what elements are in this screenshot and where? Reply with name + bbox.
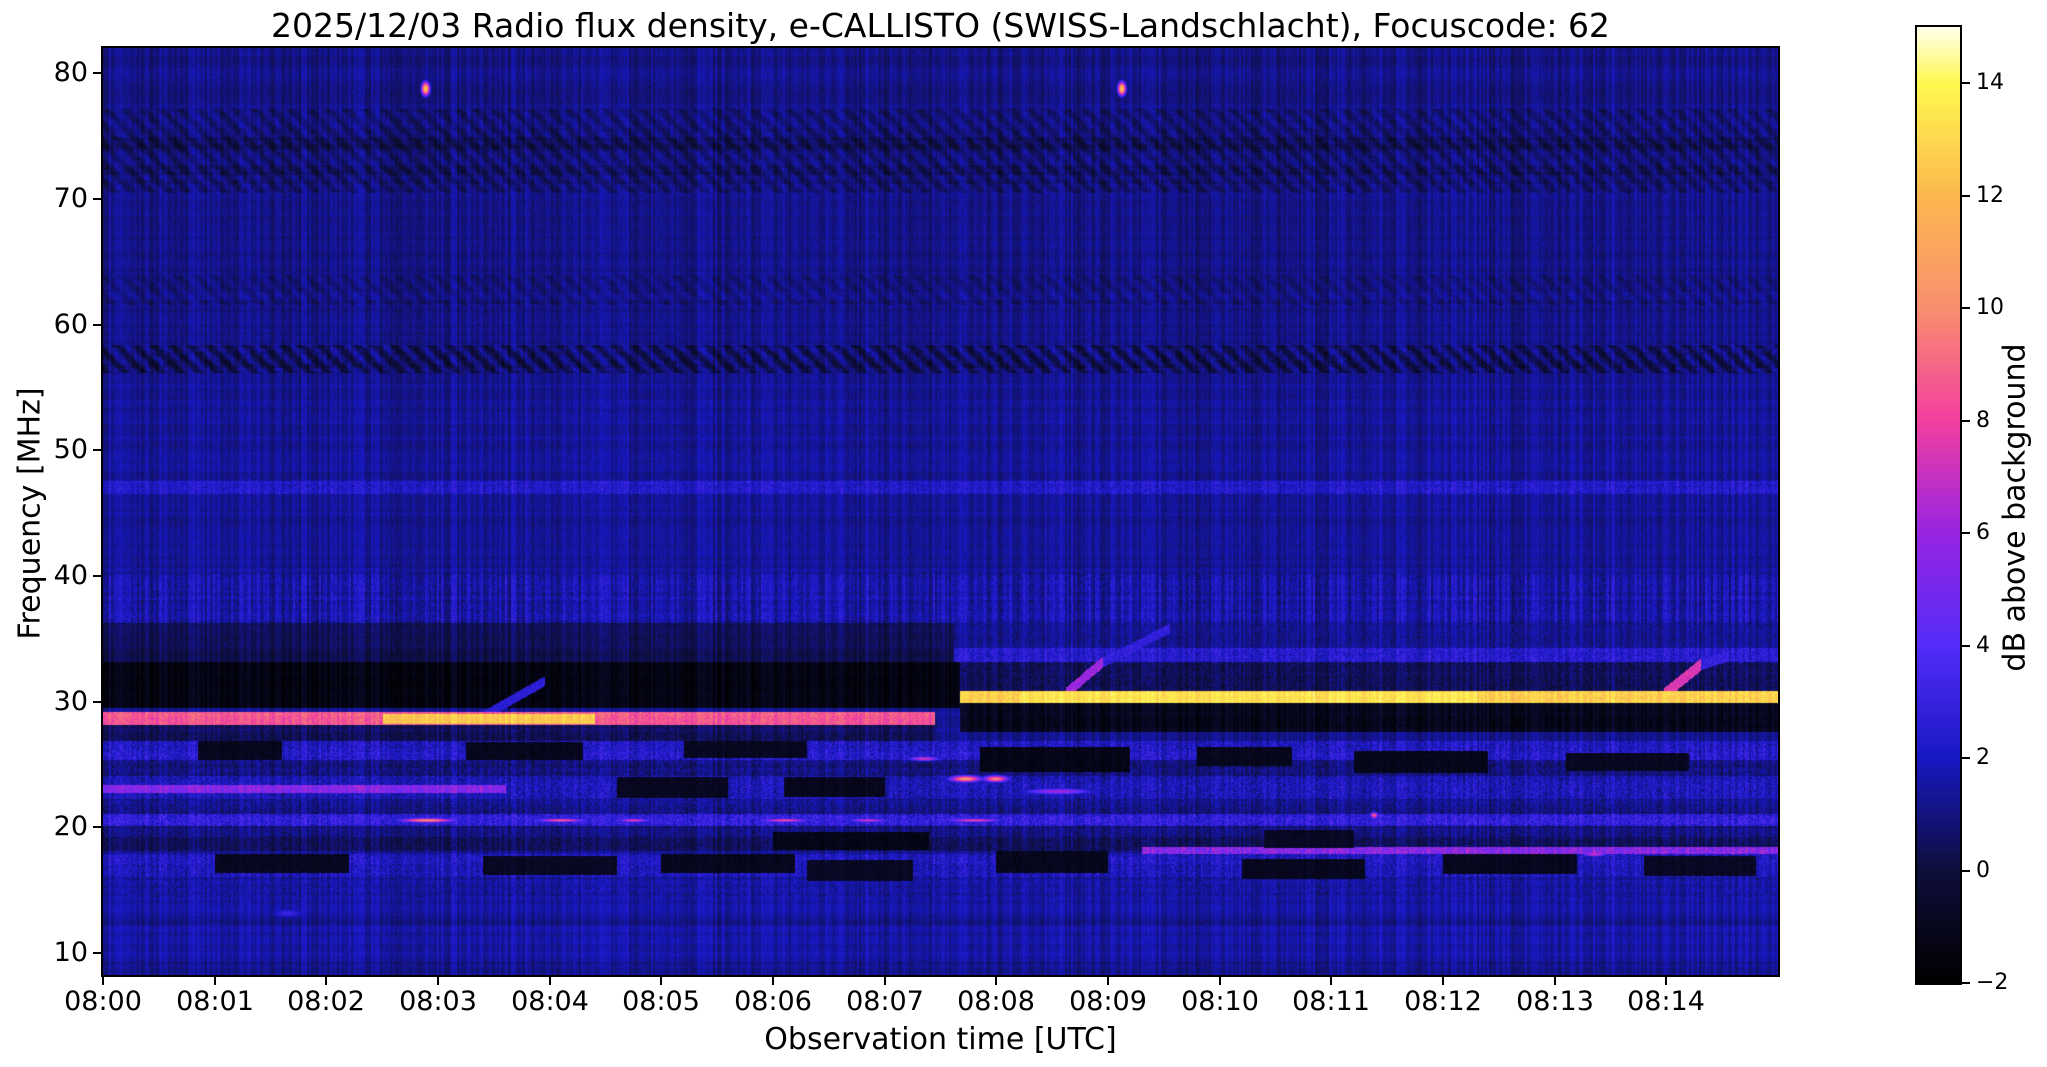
- y-tick-label: 10: [53, 937, 88, 968]
- y-tick-mark: [93, 198, 101, 200]
- x-tick-label: 08:00: [64, 986, 142, 1017]
- x-tick-label: 08:05: [622, 986, 700, 1017]
- x-tick-mark: [660, 977, 662, 985]
- x-tick-mark: [325, 977, 327, 985]
- colorbar-tick-mark: [1962, 982, 1970, 984]
- colorbar-tick-label: −2: [1976, 970, 2009, 995]
- colorbar-tick-label: 0: [1976, 858, 1990, 883]
- colorbar-tick-label: 14: [1976, 70, 2004, 95]
- y-tick-mark: [93, 324, 101, 326]
- colorbar-tick-label: 4: [1976, 633, 1990, 658]
- x-tick-mark: [772, 977, 774, 985]
- x-tick-mark: [995, 977, 997, 985]
- x-tick-label: 08:07: [846, 986, 924, 1017]
- x-tick-label: 08:04: [511, 986, 589, 1017]
- x-tick-mark: [1330, 977, 1332, 985]
- colorbar-tick-mark: [1962, 195, 1970, 197]
- colorbar-tick-mark: [1962, 870, 1970, 872]
- colorbar: [1915, 25, 1962, 985]
- x-tick-mark: [1554, 977, 1556, 985]
- x-tick-label: 08:09: [1069, 986, 1147, 1017]
- colorbar-tick-mark: [1962, 420, 1970, 422]
- x-tick-label: 08:06: [734, 986, 812, 1017]
- colorbar-tick-label: 8: [1976, 408, 1990, 433]
- colorbar-label: dB above background: [1997, 343, 2033, 672]
- x-tick-label: 08:03: [399, 986, 477, 1017]
- x-tick-mark: [1665, 977, 1667, 985]
- x-tick-mark: [102, 977, 104, 985]
- x-tick-mark: [884, 977, 886, 985]
- y-tick-label: 60: [53, 309, 88, 340]
- y-tick-label: 20: [53, 811, 88, 842]
- y-tick-label: 30: [53, 686, 88, 717]
- colorbar-tick-label: 10: [1976, 295, 2004, 320]
- x-tick-mark: [1107, 977, 1109, 985]
- x-tick-label: 08:14: [1627, 986, 1705, 1017]
- y-tick-mark: [93, 72, 101, 74]
- colorbar-tick-label: 12: [1976, 183, 2004, 208]
- x-tick-label: 08:12: [1404, 986, 1482, 1017]
- y-axis-label: Frequency [MHz]: [12, 387, 48, 640]
- y-tick-label: 50: [53, 434, 88, 465]
- spectrogram-image: [103, 48, 1778, 975]
- x-axis-label: Observation time [UTC]: [764, 1022, 1117, 1057]
- y-tick-mark: [93, 826, 101, 828]
- x-tick-mark: [214, 977, 216, 985]
- y-tick-label: 70: [53, 183, 88, 214]
- x-tick-label: 08:01: [176, 986, 254, 1017]
- x-tick-label: 08:08: [957, 986, 1035, 1017]
- x-tick-mark: [1219, 977, 1221, 985]
- x-tick-label: 08:10: [1181, 986, 1259, 1017]
- x-tick-label: 08:13: [1516, 986, 1594, 1017]
- colorbar-tick-mark: [1962, 532, 1970, 534]
- y-tick-mark: [93, 952, 101, 954]
- colorbar-gradient: [1917, 27, 1960, 983]
- colorbar-tick-mark: [1962, 757, 1970, 759]
- y-tick-mark: [93, 575, 101, 577]
- y-tick-mark: [93, 701, 101, 703]
- colorbar-tick-label: 6: [1976, 520, 1990, 545]
- x-tick-mark: [437, 977, 439, 985]
- chart-title: 2025/12/03 Radio flux density, e-CALLIST…: [271, 6, 1610, 45]
- colorbar-tick-mark: [1962, 307, 1970, 309]
- spectrogram-plot-area: [101, 46, 1780, 977]
- y-tick-label: 80: [53, 57, 88, 88]
- x-tick-mark: [549, 977, 551, 985]
- colorbar-tick-mark: [1962, 645, 1970, 647]
- y-tick-label: 40: [53, 560, 88, 591]
- colorbar-tick-mark: [1962, 82, 1970, 84]
- x-tick-mark: [1442, 977, 1444, 985]
- y-tick-mark: [93, 449, 101, 451]
- colorbar-tick-label: 2: [1976, 745, 1990, 770]
- x-tick-label: 08:02: [287, 986, 365, 1017]
- x-tick-label: 08:11: [1292, 986, 1370, 1017]
